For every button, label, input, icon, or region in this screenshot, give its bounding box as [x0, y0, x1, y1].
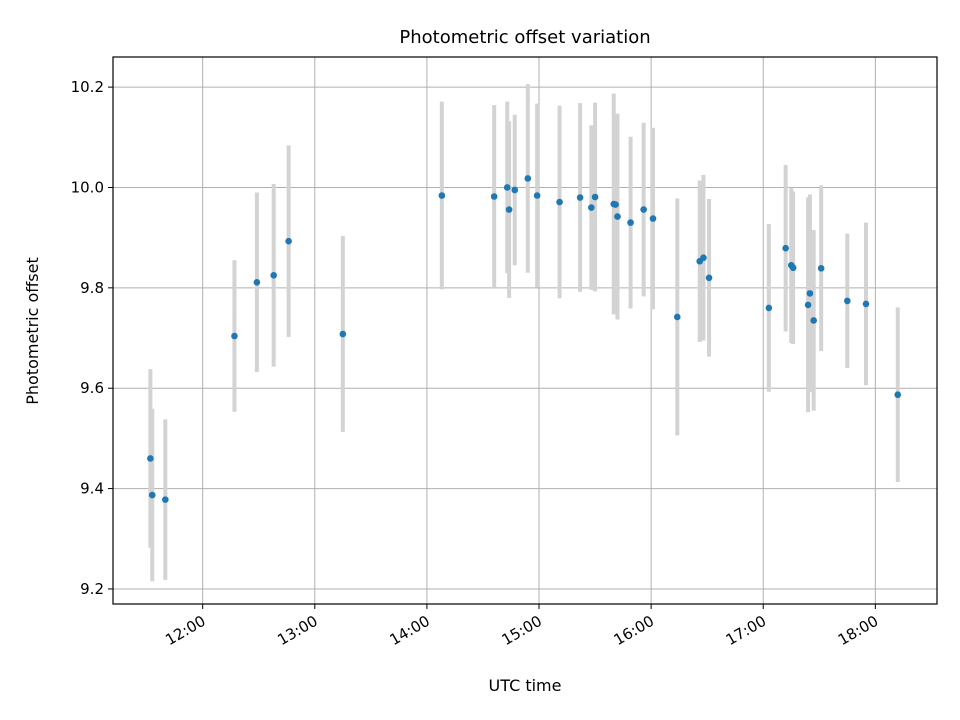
data-point: [705, 274, 713, 282]
data-point: [810, 317, 817, 324]
y-tick-label: 9.4: [80, 480, 104, 498]
data-point: [503, 184, 511, 191]
data-point: [339, 330, 347, 338]
plot-frame: [112, 56, 938, 605]
y-tick-label: 9.6: [80, 379, 104, 397]
x-axis-title: UTC time: [489, 676, 562, 695]
y-tick-label: 9.8: [80, 279, 104, 297]
data-point: [817, 264, 825, 272]
data-point: [640, 206, 647, 213]
data-point: [804, 301, 812, 309]
data-point: [649, 215, 657, 222]
data-point: [765, 304, 773, 312]
data-point: [524, 175, 532, 182]
data-point: [147, 455, 154, 462]
chart-title: Photometric offset variation: [399, 27, 650, 48]
data-point: [614, 213, 621, 220]
data-point: [806, 290, 814, 297]
data-point: [894, 391, 902, 399]
data-point: [576, 194, 584, 201]
data-point: [782, 244, 789, 252]
data-points: [147, 175, 902, 503]
data-point: [591, 193, 599, 201]
data-point: [231, 332, 238, 340]
y-tick-label: 9.2: [80, 580, 104, 598]
data-point: [148, 491, 156, 499]
y-axis-title: Photometric offset: [23, 257, 42, 405]
data-point: [162, 496, 169, 503]
data-point: [844, 297, 851, 305]
data-point: [556, 198, 563, 206]
data-point: [253, 279, 261, 286]
data-point: [612, 201, 619, 208]
data-point: [490, 193, 498, 200]
data-point: [789, 264, 797, 272]
data-point: [862, 300, 870, 308]
data-point: [285, 237, 292, 245]
data-point: [627, 219, 634, 226]
grid: [113, 57, 937, 604]
data-point: [700, 254, 707, 262]
data-point: [533, 192, 541, 199]
data-point: [511, 186, 519, 194]
data-point: [505, 206, 513, 213]
data-point: [438, 192, 446, 199]
y-tick-label: 10.0: [71, 178, 104, 196]
y-tick-label: 10.2: [71, 78, 104, 96]
data-point: [270, 271, 277, 279]
data-point: [673, 313, 681, 321]
y-axis: 9.2 9.4 9.6 9.8 10.0 10.2: [71, 78, 113, 598]
data-point: [588, 204, 595, 211]
